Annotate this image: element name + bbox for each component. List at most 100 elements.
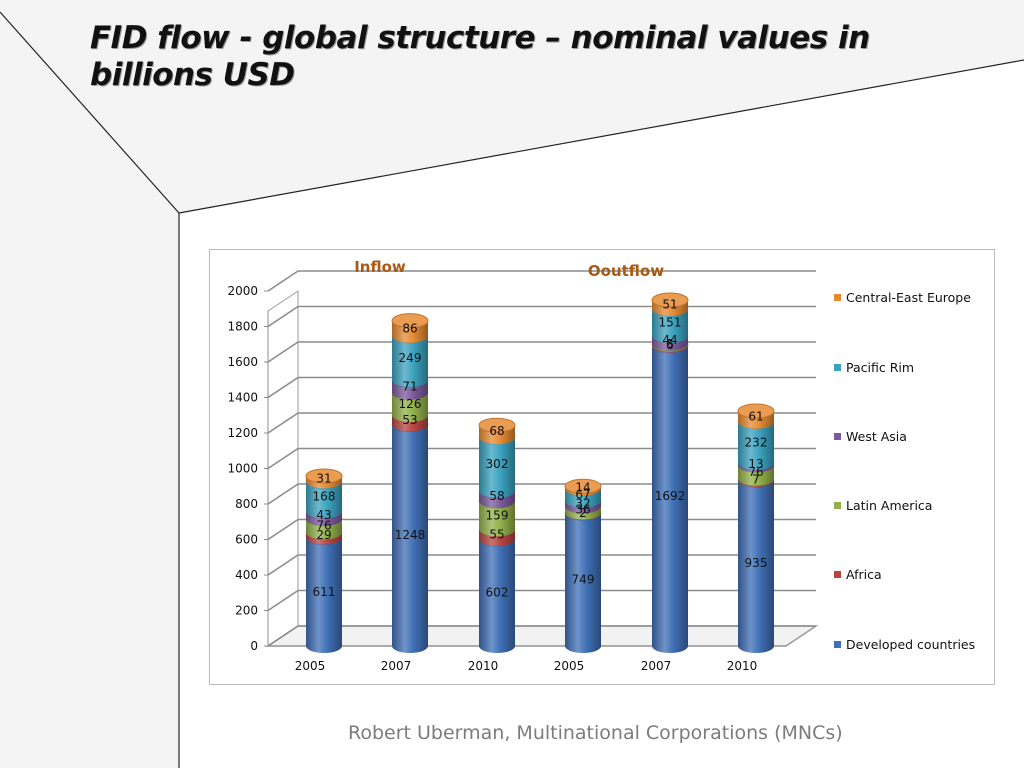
bar-segment: [565, 500, 601, 514]
bar-segment: [738, 462, 774, 473]
bar-top-cap: [391, 313, 429, 329]
bar-segment: [392, 335, 428, 388]
bar-segment: [565, 486, 601, 496]
bar-segment-edge: [478, 529, 516, 537]
data-label: 68: [489, 424, 504, 438]
legend-swatch: [834, 502, 841, 509]
slide-title: FID flow - global structure – nominal va…: [90, 20, 870, 93]
gridline: [267, 589, 816, 612]
data-label: 32: [575, 496, 590, 510]
bar-segment: [306, 481, 342, 519]
legend-label: Developed countries: [846, 637, 976, 652]
legend-swatch: [834, 433, 841, 440]
data-label: 43: [316, 508, 331, 522]
data-label: 58: [489, 489, 504, 503]
bar-segment-edge: [391, 335, 429, 344]
bar-segment: [652, 335, 688, 351]
legend-swatch: [834, 294, 841, 301]
bar-segment: [479, 501, 515, 537]
bar-segment: [392, 415, 428, 432]
legend-swatch: [834, 364, 841, 371]
chart-floor: [265, 625, 819, 647]
data-label: 53: [402, 413, 417, 427]
bar-segment: [652, 300, 688, 317]
bar-segment: [306, 518, 342, 540]
x-tick-label: 2010: [727, 659, 758, 673]
legend-label: Latin America: [846, 498, 933, 513]
bar-segment: [479, 437, 515, 498]
bar-segment: [738, 465, 774, 486]
legend-item: Central-East Europe: [834, 290, 971, 305]
data-label: 168: [313, 489, 336, 503]
y-tick-label: 200: [235, 604, 258, 618]
gridline: [267, 554, 816, 576]
data-label: 14: [575, 480, 590, 494]
bar-segment: [306, 511, 342, 526]
bar-top-cap: [564, 478, 602, 494]
data-label: 232: [745, 435, 768, 449]
y-tick-label: 1000: [227, 462, 258, 476]
bar-top-cap: [305, 468, 343, 484]
bar-top-cap: [478, 417, 516, 433]
x-tick-label: 2010: [468, 659, 499, 673]
data-label: 44: [662, 333, 677, 347]
y-tick-label: 1600: [227, 355, 258, 369]
data-label: 611: [313, 585, 336, 599]
data-label: 7: [752, 472, 760, 486]
bar-segment: [306, 475, 342, 489]
data-label: 602: [486, 586, 509, 600]
bar-segment: [392, 424, 428, 653]
y-tick-label: 2000: [227, 284, 258, 298]
x-tick-label: 2007: [381, 659, 412, 673]
y-tick-label: 800: [235, 497, 258, 511]
x-tick-label: 2005: [295, 659, 326, 673]
data-label: 76: [316, 519, 331, 533]
bar-segment: [738, 421, 774, 470]
legend-swatch: [834, 641, 841, 648]
group-label: Inflow: [354, 258, 406, 276]
legend-label: Central-East Europe: [846, 290, 971, 305]
bar-top-cap: [737, 403, 775, 419]
data-label: 76: [748, 465, 763, 479]
bar-segment: [392, 320, 428, 343]
legend-label: Pacific Rim: [846, 360, 915, 375]
y-tick-label: 0: [250, 639, 258, 653]
gridline: [267, 447, 816, 470]
y-tick-label: 600: [235, 533, 258, 547]
bar-segment-edge: [391, 415, 429, 423]
bar-segment-edge: [564, 500, 602, 508]
data-label: 5: [666, 337, 674, 351]
data-label: 159: [486, 508, 509, 522]
bar-segment: [479, 490, 515, 509]
data-label: 36: [575, 503, 590, 517]
y-tick-label: 400: [235, 568, 258, 582]
bar-segment: [738, 410, 774, 429]
data-label: 249: [399, 351, 422, 365]
bar-segment-edge: [564, 512, 602, 520]
data-label: 1248: [395, 528, 426, 542]
legend-item: Pacific Rim: [834, 360, 915, 375]
data-label: 2: [579, 506, 587, 520]
legend-item: Developed countries: [834, 637, 976, 652]
data-label: 67: [575, 488, 590, 502]
y-tick-label: 1200: [227, 426, 258, 440]
bar-segment: [306, 532, 342, 545]
data-label: 749: [572, 573, 595, 587]
data-label: 29: [316, 528, 331, 542]
y-tick-label: 1800: [227, 320, 258, 334]
data-label: 71: [402, 379, 417, 393]
legend-item: Latin America: [834, 498, 933, 513]
bar-segment-edge: [737, 479, 775, 488]
bar-segment-edge: [737, 421, 775, 430]
gridline: [267, 341, 816, 363]
legend-item: West Asia: [834, 429, 907, 444]
gridline: [267, 305, 816, 328]
gridline: [267, 412, 816, 434]
bar-top-cap: [651, 292, 689, 308]
data-label: 51: [662, 298, 677, 312]
data-label: 31: [316, 472, 331, 486]
bar-segment: [479, 425, 515, 445]
bar-segment: [306, 537, 342, 653]
x-tick-label: 2007: [641, 659, 672, 673]
data-label: 151: [659, 316, 682, 330]
